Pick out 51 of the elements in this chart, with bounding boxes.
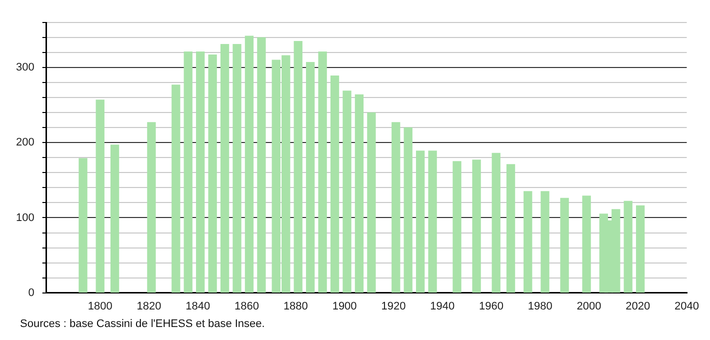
bar [472, 160, 481, 293]
bar [428, 150, 437, 293]
bar [208, 54, 217, 293]
bar [330, 76, 340, 293]
bar [184, 52, 192, 293]
bar [196, 52, 205, 293]
x-tick-label: 1900 [332, 300, 357, 312]
bar [220, 44, 230, 293]
bar [78, 158, 88, 293]
y-tick-label: 0 [28, 286, 34, 299]
bar [354, 94, 364, 293]
x-tick-label: 1960 [478, 300, 504, 312]
y-tick-label: 200 [16, 136, 34, 149]
bar [318, 52, 327, 293]
bar [540, 191, 550, 293]
x-tick-label: 2000 [576, 300, 602, 312]
bar [342, 90, 352, 293]
source-note: Sources : base Cassini de l'EHESS et base Insee. [20, 318, 266, 330]
bar [624, 200, 632, 293]
x-tick-label: 1920 [381, 300, 406, 312]
bar [232, 44, 242, 293]
bar [506, 164, 516, 293]
bar [110, 144, 120, 293]
bar [96, 100, 104, 293]
bar [306, 62, 315, 293]
bar [367, 112, 376, 293]
x-tick-label: 1860 [234, 300, 260, 312]
x-tick-label: 1800 [88, 300, 112, 312]
bar [294, 41, 302, 293]
bar [452, 161, 462, 293]
x-tick-label: 1840 [186, 300, 210, 312]
x-tick-label: 1880 [283, 300, 308, 312]
y-tick-label: 300 [16, 62, 34, 74]
bar [524, 191, 532, 293]
bar [416, 150, 425, 293]
bar [582, 196, 591, 293]
y-tick-label: 100 [16, 212, 34, 224]
x-tick-label: 2040 [674, 300, 700, 312]
bar [392, 122, 400, 293]
x-tick-label: 1820 [136, 300, 162, 312]
bar [172, 84, 180, 293]
bar [636, 205, 645, 293]
x-tick-label: 1980 [528, 300, 552, 312]
bar [404, 127, 412, 293]
bar [492, 152, 500, 293]
bar [560, 198, 569, 293]
bar [244, 36, 254, 293]
x-tick-label: 2020 [626, 300, 650, 312]
x-tick-label: 1940 [430, 300, 455, 312]
bar [257, 37, 266, 293]
bar [147, 122, 156, 293]
